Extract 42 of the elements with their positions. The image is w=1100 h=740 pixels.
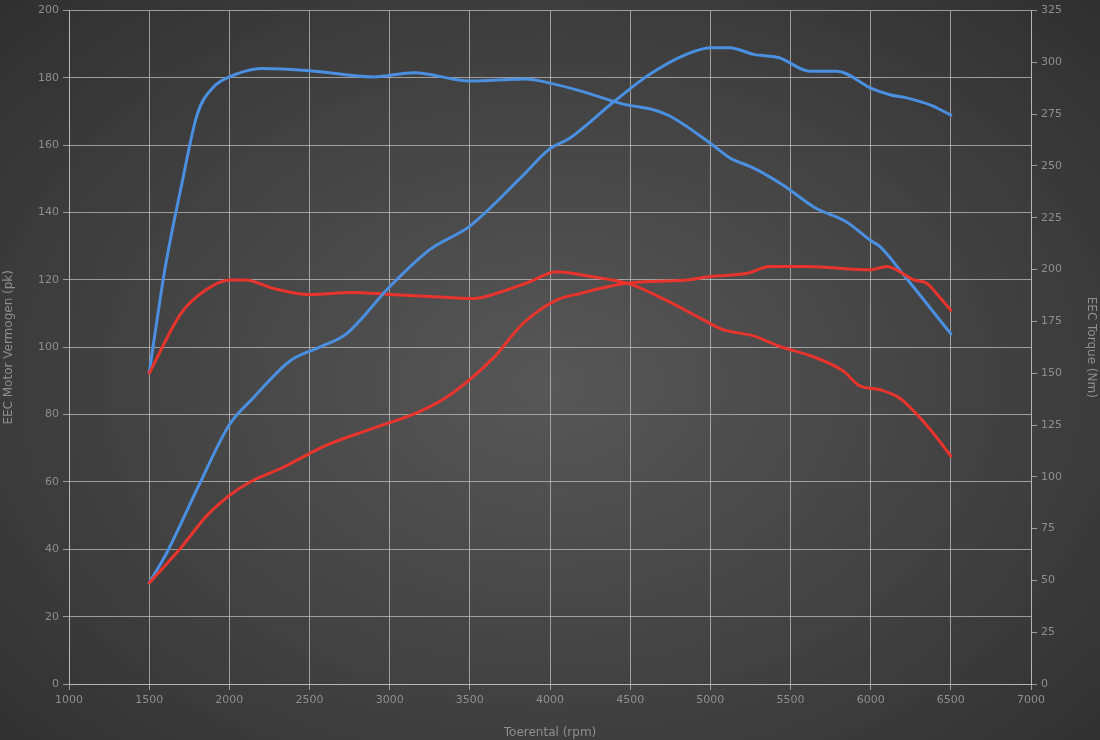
y-tick-label: 200: [38, 3, 59, 17]
x-tick-label: 4500: [616, 693, 645, 707]
x-tick-label: 5000: [696, 693, 725, 707]
y2-tick-label: 275: [1041, 107, 1062, 121]
y2-tick-label: 75: [1041, 521, 1055, 535]
x-axis-title: Toerental (rpm): [502, 724, 597, 739]
y-tick-label: 60: [45, 474, 59, 488]
y2-tick-label: 25: [1041, 625, 1055, 639]
y2-tick-label: 250: [1041, 158, 1062, 172]
y-tick-label: 120: [38, 272, 59, 286]
y-tick-label: 160: [38, 138, 59, 152]
y2-tick-label: 150: [1041, 366, 1062, 380]
y-tick-label: 140: [38, 205, 59, 219]
y2-tick-label: 0: [1041, 676, 1048, 690]
y2-tick-label: 100: [1041, 469, 1062, 483]
x-tick-label: 6500: [936, 693, 965, 707]
line-series: [147, 264, 953, 585]
x-tick-label: 3000: [375, 693, 404, 707]
y-tick-label: 100: [38, 340, 59, 354]
y2-tick-label: 325: [1041, 3, 1062, 17]
y-axis-title: EEC Motor Vermogen (pk): [1, 269, 16, 425]
y2-tick-label: 300: [1041, 55, 1062, 69]
x-tick-label: 1500: [135, 693, 164, 707]
y-tick-label: 80: [45, 407, 59, 421]
x-tick-label: 4000: [536, 693, 564, 707]
y2-tick-label: 200: [1041, 262, 1062, 276]
y2-tick-label: 225: [1041, 210, 1062, 224]
y-tick-label: 40: [45, 542, 59, 556]
x-tick-label: 7000: [1017, 693, 1045, 707]
x-tick-label: 3500: [455, 693, 484, 707]
y2-tick-label: 125: [1041, 417, 1062, 431]
y-tick-label: 180: [38, 70, 59, 84]
y2-tick-label: 175: [1041, 314, 1062, 328]
x-tick-label: 2500: [295, 693, 324, 707]
y-tick-label: 0: [52, 676, 59, 690]
x-tick-label: 5500: [776, 693, 805, 707]
y2-axis-title: EEC Torque (Nm): [1084, 296, 1099, 398]
y-tick-label: 20: [45, 609, 59, 623]
x-tick-label: 6000: [856, 693, 885, 707]
x-tick-label: 1000: [55, 693, 83, 707]
x-tick-label: 2000: [215, 693, 244, 707]
y2-tick-label: 50: [1041, 573, 1055, 587]
